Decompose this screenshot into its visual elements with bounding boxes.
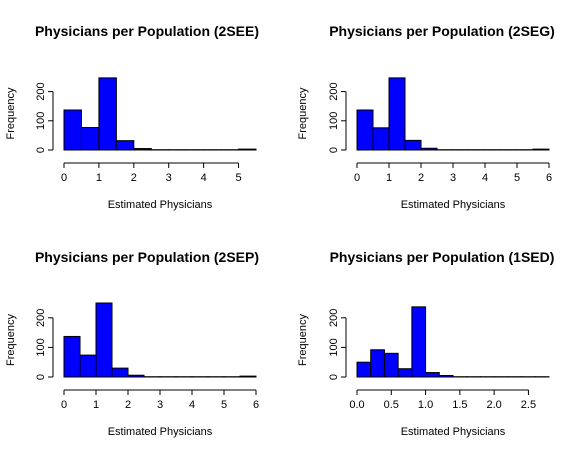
x-tick-label: 4 [482, 172, 488, 184]
chart-title: Physicians per Population (2SEG) [329, 23, 555, 39]
y-axis-label: Frequency [5, 314, 17, 366]
x-tick-label: 1.5 [452, 399, 467, 411]
histogram-panel-2seg: Physicians per Population (2SEG) 0 100 200 F… [297, 23, 555, 211]
histogram-bar [63, 335, 81, 378]
histogram-bar [356, 361, 372, 378]
x-tick-label: 0.0 [349, 399, 364, 411]
histogram-bar [133, 148, 152, 151]
histogram-bar [370, 349, 385, 378]
x-tick-label: 2.5 [521, 399, 536, 411]
x-tick-label: 1 [93, 399, 99, 411]
x-axis-label: Estimated Physicians [108, 199, 213, 211]
histogram-bar [438, 375, 454, 378]
histogram-bar [532, 148, 550, 151]
x-tick-label: 0 [61, 399, 67, 411]
y-tick-label: 100 [35, 112, 47, 130]
histogram-bar [420, 147, 438, 151]
x-axis-label: Estimated Physicians [108, 426, 213, 438]
chart-title: Physicians per Population (2SEP) [35, 249, 259, 265]
x-tick-label: 1 [96, 172, 102, 184]
x-tick-label: 1.0 [418, 399, 433, 411]
y-tick-label: 100 [328, 112, 340, 130]
x-tick-label: 4 [201, 172, 207, 184]
x-tick-label: 6 [253, 399, 259, 411]
y-tick-label: 0 [328, 374, 340, 380]
y-tick-label: 200 [328, 309, 340, 327]
x-axis-label: Estimated Physicians [401, 426, 506, 438]
x-tick-label: 4 [189, 399, 195, 411]
histogram-bar [79, 354, 97, 378]
y-tick-label: 0 [328, 147, 340, 153]
histogram-bar [388, 77, 406, 151]
y-tick-label: 200 [35, 309, 47, 327]
y-axis-label: Frequency [5, 87, 17, 139]
x-tick-label: 5 [221, 399, 227, 411]
x-tick-label: 2.0 [486, 399, 501, 411]
x-tick-label: 0.5 [384, 399, 399, 411]
histogram-bar [356, 109, 374, 151]
histogram-bar [372, 127, 390, 151]
histogram-bar [425, 372, 440, 378]
y-tick-label: 100 [35, 338, 47, 356]
chart-title: Physicians per Population (1SED) [330, 249, 555, 265]
histogram-panel-2see: Physicians per Population (2SEE) 0 100 200 F… [5, 23, 259, 211]
chart-title: Physicians per Population (2SEE) [35, 23, 259, 39]
histogram-bar [111, 367, 129, 378]
y-tick-label: 0 [35, 374, 47, 380]
x-axis-label: Estimated Physicians [401, 199, 506, 211]
x-tick-label: 0 [354, 172, 360, 184]
histogram-bar [411, 306, 427, 378]
histogram-bar [238, 148, 257, 151]
x-tick-label: 3 [166, 172, 172, 184]
histogram-bar [98, 77, 117, 151]
histogram-bar [239, 375, 257, 378]
y-axis-label: Frequency [297, 314, 309, 366]
y-tick-label: 0 [35, 147, 47, 153]
y-tick-label: 100 [328, 338, 340, 356]
histogram-panel-2sep: Physicians per Population (2SEP) 0 100 200 F… [5, 249, 259, 438]
histogram-bar [95, 302, 113, 378]
y-tick-label: 200 [35, 82, 47, 100]
x-tick-label: 1 [386, 172, 392, 184]
histogram-bar [80, 127, 100, 151]
histogram-bar [127, 374, 145, 378]
x-tick-label: 6 [546, 172, 552, 184]
histogram-bar [383, 352, 399, 378]
histogram-bar [397, 368, 413, 378]
x-tick-label: 2 [125, 399, 131, 411]
histogram-panel-1sed: Physicians per Population (1SED) 0 100 200 F… [297, 249, 554, 438]
y-tick-label: 200 [328, 82, 340, 100]
x-tick-label: 5 [514, 172, 520, 184]
histogram-bar [63, 109, 82, 151]
x-tick-label: 2 [131, 172, 137, 184]
x-tick-label: 3 [157, 399, 163, 411]
y-axis-label: Frequency [297, 87, 309, 139]
histogram-bar [115, 140, 135, 151]
histogram-bar [404, 139, 422, 151]
x-tick-label: 5 [235, 172, 241, 184]
x-tick-label: 3 [450, 172, 456, 184]
x-tick-label: 2 [418, 172, 424, 184]
x-tick-label: 0 [61, 172, 67, 184]
